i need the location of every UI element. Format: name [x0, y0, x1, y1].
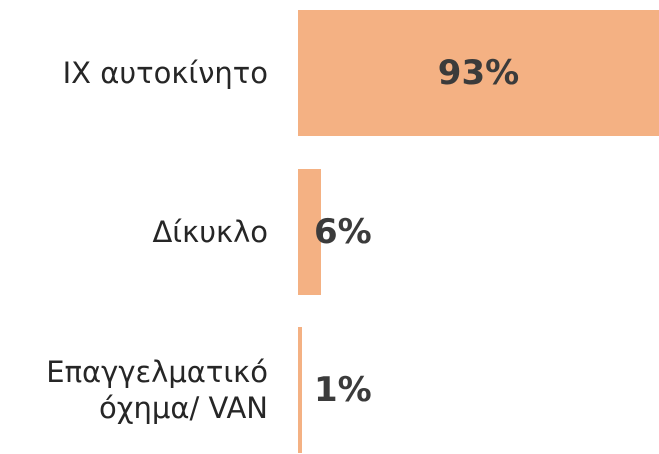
category-label: Επαγγελματικό όχημα/ VAN [46, 355, 268, 425]
data-label: 1% [314, 370, 372, 410]
data-label: 6% [314, 211, 372, 252]
bar [298, 10, 659, 136]
category-label: Δίκυκλο [152, 214, 268, 249]
data-label: 93% [437, 53, 520, 93]
category-label: IX αυτοκίνητο [62, 56, 268, 90]
bar [298, 168, 322, 295]
bar [298, 327, 302, 453]
